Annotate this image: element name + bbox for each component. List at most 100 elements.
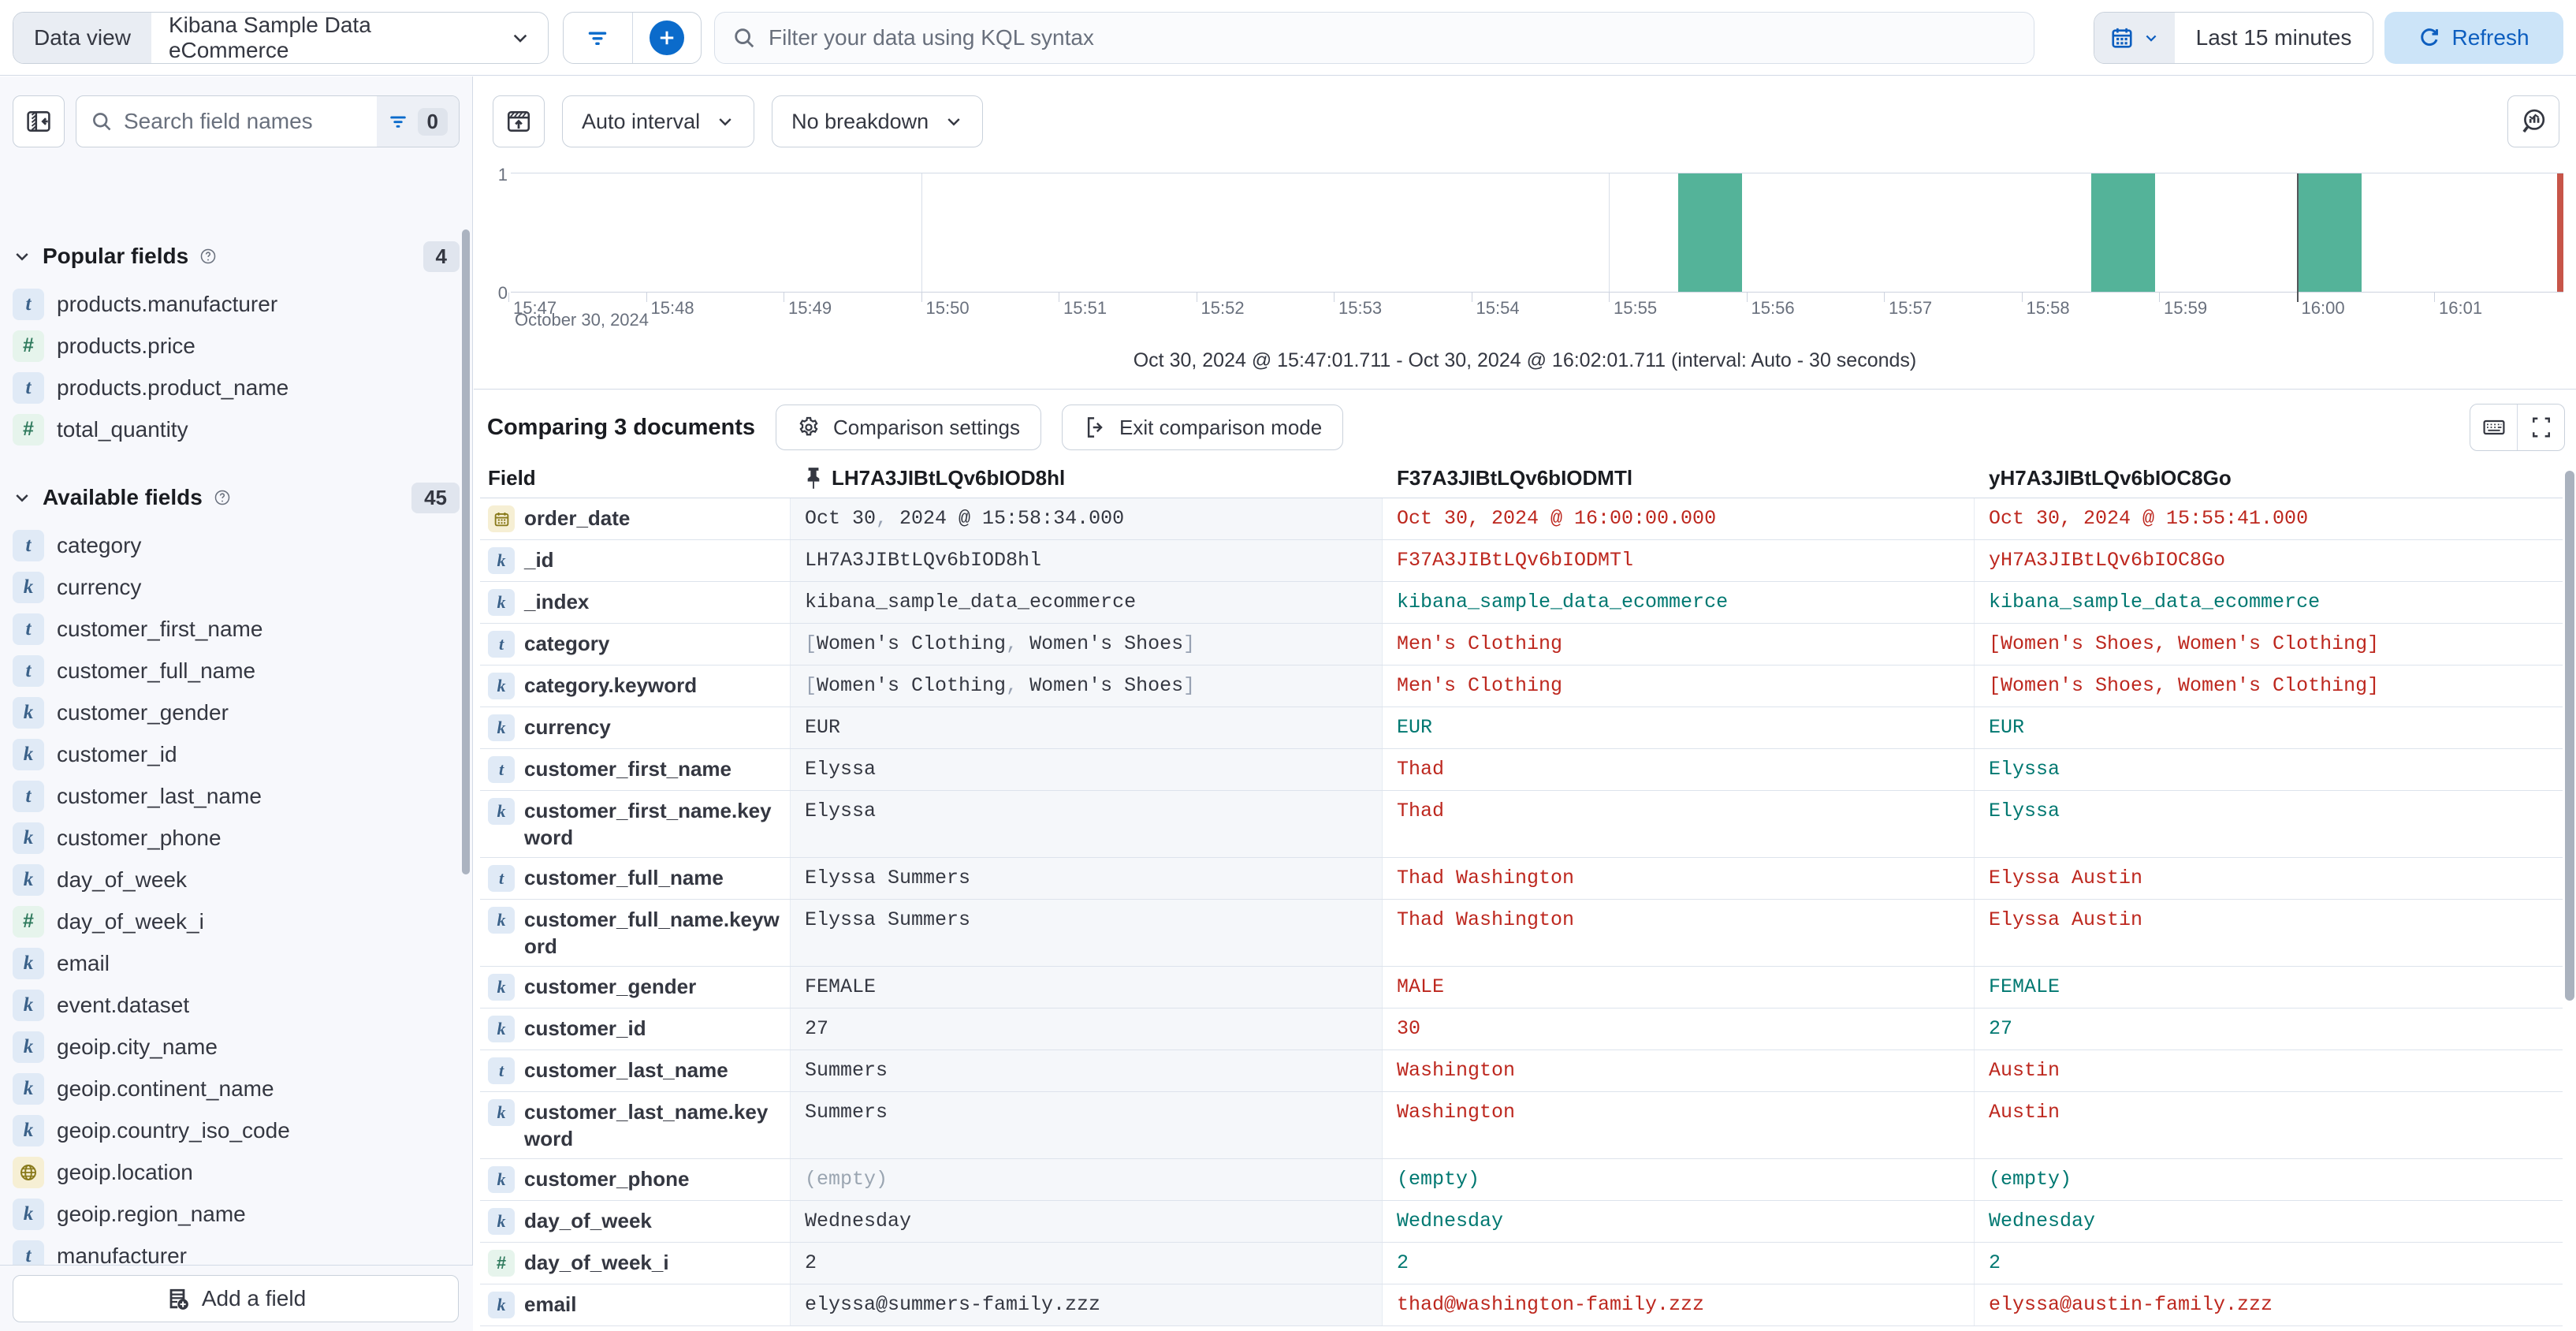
x-axis-tick xyxy=(1334,293,1335,302)
available-item[interactable]: k customer_phone xyxy=(13,817,460,859)
field-cell[interactable]: k customer_last_name.keyword xyxy=(480,1092,791,1158)
available-item[interactable]: t customer_full_name xyxy=(13,650,460,692)
exit-comparison-button[interactable]: Exit comparison mode xyxy=(1062,405,1344,450)
comparison-table-header: Field LH7A3JIBtLQv6bIOD8hl F37A3JIBtLQv6b… xyxy=(480,458,2563,498)
data-view-picker[interactable]: Data view Kibana Sample Data eCommerce xyxy=(13,11,549,64)
fullscreen-button[interactable] xyxy=(2518,405,2564,450)
document-column-header[interactable]: F37A3JIBtLQv6bIODMTl xyxy=(1383,458,1975,498)
popular-item[interactable]: # total_quantity xyxy=(13,408,460,450)
edit-visualization-button[interactable] xyxy=(2507,95,2559,147)
available-item[interactable]: k customer_gender xyxy=(13,692,460,733)
value-cell: FEMALE xyxy=(791,967,1383,1008)
available-item[interactable]: geoip.location xyxy=(13,1151,460,1193)
value-cell: Oct 30, 2024 @ 15:58:34.000 xyxy=(791,498,1383,539)
document-column-header[interactable]: yH7A3JIBtLQv6bIOC8Go xyxy=(1975,458,2563,498)
field-name-label: geoip.region_name xyxy=(57,1201,246,1226)
available-item[interactable]: k event.dataset xyxy=(13,984,460,1026)
sidebar-scrollbar[interactable] xyxy=(462,229,470,874)
x-axis-tick-label: 16:01 xyxy=(2439,298,2483,318)
available-item[interactable]: k day_of_week xyxy=(13,859,460,900)
popular-item[interactable]: t products.manufacturer xyxy=(13,283,460,325)
available-item[interactable]: k geoip.continent_name xyxy=(13,1068,460,1109)
field-cell[interactable]: k customer_gender xyxy=(480,967,791,1008)
value-cell: yH7A3JIBtLQv6bIOC8Go xyxy=(1989,549,2226,572)
available-item[interactable]: k geoip.country_iso_code xyxy=(13,1109,460,1151)
available-fields-header[interactable]: Available fields 45 xyxy=(13,479,460,516)
value-cell: [Women's Clothing, Women's Shoes] xyxy=(791,624,1383,665)
available-item[interactable]: t customer_last_name xyxy=(13,775,460,817)
field-cell[interactable]: k _index xyxy=(480,582,791,623)
field-name-label: day_of_week_i xyxy=(57,908,204,934)
time-range-value[interactable]: Last 15 minutes xyxy=(2195,24,2352,50)
field-cell[interactable]: # day_of_week_i xyxy=(480,1243,791,1284)
time-range-picker[interactable]: Last 15 minutes xyxy=(2094,11,2373,64)
field-cell[interactable]: t customer_full_name xyxy=(480,858,791,899)
popular-item[interactable]: # products.price xyxy=(13,325,460,367)
x-axis-date-label: October 30, 2024 xyxy=(515,310,650,330)
available-item[interactable]: t category xyxy=(13,524,460,566)
popular-item[interactable]: t products.product_name xyxy=(13,367,460,408)
field-filter-button[interactable]: 0 xyxy=(376,96,459,147)
keyword-field-icon: k xyxy=(488,589,515,616)
available-item[interactable]: k geoip.region_name xyxy=(13,1193,460,1235)
kql-search-input[interactable]: Filter your data using KQL syntax xyxy=(714,11,2034,64)
field-column-header[interactable]: Field xyxy=(488,465,536,490)
popular-fields-header[interactable]: Popular fields 4 xyxy=(13,237,460,275)
breakdown-dropdown[interactable]: No breakdown xyxy=(772,95,984,147)
table-row: k customer_phone (empty) (empty) (empty) xyxy=(480,1159,2563,1201)
value-cell: Elyssa Summers xyxy=(791,900,1383,966)
field-cell[interactable]: order_date xyxy=(480,498,791,539)
field-cell[interactable]: k category.keyword xyxy=(480,666,791,707)
histogram-bar[interactable] xyxy=(1678,173,1743,292)
available-item[interactable]: t customer_first_name xyxy=(13,608,460,650)
field-cell[interactable]: k customer_first_name.keyword xyxy=(480,791,791,857)
field-cell[interactable]: t customer_first_name xyxy=(480,749,791,790)
comparison-title: Comparing 3 documents xyxy=(487,414,755,440)
field-cell[interactable]: k customer_full_name.keyword xyxy=(480,900,791,966)
filter-menu-button[interactable] xyxy=(564,26,632,50)
date-quick-select[interactable] xyxy=(2094,12,2175,63)
available-item[interactable]: k customer_id xyxy=(13,733,460,775)
value-cell: Washington xyxy=(1383,1050,1975,1091)
x-axis-tick-label: 15:47 xyxy=(513,298,557,318)
field-cell[interactable]: k _id xyxy=(480,540,791,581)
data-view-value[interactable]: Kibana Sample Data eCommerce xyxy=(151,13,548,63)
table-row: k customer_first_name.keyword Elyssa Thad El… xyxy=(480,791,2563,858)
available-item[interactable]: k email xyxy=(13,942,460,984)
available-item[interactable]: # day_of_week_i xyxy=(13,900,460,942)
x-axis-tick xyxy=(1746,293,1748,302)
field-cell[interactable]: k day_of_week xyxy=(480,1201,791,1242)
histogram-chart[interactable]: 1 0 15:47 15:48 15:49 15:50 15:51 15:52 15:53 1… xyxy=(498,165,2563,318)
table-row: t customer_last_name Summers Washington Aust… xyxy=(480,1050,2563,1092)
histogram-bar[interactable] xyxy=(2090,173,2155,292)
calendar-icon xyxy=(2110,26,2134,50)
field-cell[interactable]: k email xyxy=(480,1284,791,1325)
available-item[interactable]: k currency xyxy=(13,566,460,608)
field-cell[interactable]: t category xyxy=(480,624,791,665)
field-cell[interactable]: k customer_phone xyxy=(480,1159,791,1200)
hide-chart-button[interactable] xyxy=(493,95,545,147)
breakdown-label: No breakdown xyxy=(791,109,929,133)
keyboard-shortcuts-button[interactable] xyxy=(2470,405,2517,450)
search-field-names-input[interactable]: Search field names 0 xyxy=(76,95,460,147)
add-field-button[interactable]: Add a field xyxy=(13,1275,459,1322)
add-filter-button[interactable] xyxy=(633,20,702,55)
field-name-label: customer_id xyxy=(57,741,177,766)
interval-dropdown[interactable]: Auto interval xyxy=(562,95,755,147)
available-item[interactable]: k geoip.city_name xyxy=(13,1026,460,1068)
field-cell[interactable]: t customer_last_name xyxy=(480,1050,791,1091)
chevron-down-icon xyxy=(13,488,32,507)
value-cell: F37A3JIBtLQv6bIODMTl xyxy=(1383,540,1975,581)
document-column-header[interactable]: LH7A3JIBtLQv6bIOD8hl xyxy=(791,458,1383,498)
x-axis-tick-label: 15:54 xyxy=(1476,298,1520,318)
field-cell[interactable]: k customer_id xyxy=(480,1009,791,1050)
table-scrollbar[interactable] xyxy=(2565,471,2574,1001)
comparison-settings-button[interactable]: Comparison settings xyxy=(776,405,1041,450)
histogram-bar[interactable] xyxy=(2297,173,2362,292)
field-cell[interactable]: k currency xyxy=(480,707,791,748)
collapse-sidebar-button[interactable] xyxy=(13,95,65,147)
refresh-button[interactable]: Refresh xyxy=(2384,11,2563,64)
field-name-label: day_of_week xyxy=(57,867,188,892)
value-cell: Elyssa xyxy=(791,749,1383,790)
keyword-field-icon: k xyxy=(488,673,515,699)
